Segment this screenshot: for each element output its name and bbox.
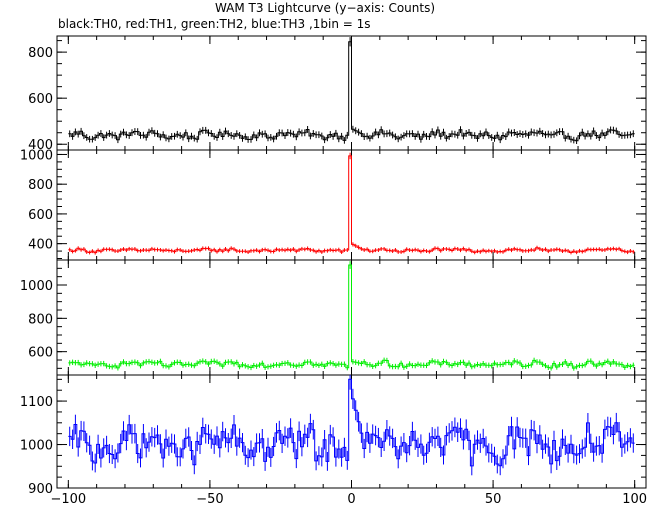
panel-0: 400 600 800: [28, 35, 647, 153]
x-tick-label: −100: [50, 492, 86, 505]
y-tick-label: 800: [28, 178, 53, 193]
y-tick-label: 400: [28, 138, 53, 153]
lightcurve-series: [68, 41, 635, 142]
y-tick-label: 800: [28, 312, 53, 327]
x-tick-label: −50: [196, 492, 223, 505]
panel-2: 600 800 1000: [20, 259, 647, 376]
y-tick-label: 600: [28, 208, 53, 223]
x-tick-label: 50: [485, 492, 502, 505]
panel-1: 400 600 800 1000: [20, 148, 647, 261]
x-tick-label: 0: [347, 492, 355, 505]
lightcurve-series: [68, 378, 635, 467]
lightcurve-series: [68, 155, 635, 254]
y-tick-label: 400: [28, 238, 53, 253]
y-tick-label: 1000: [20, 279, 53, 294]
y-tick-label: 600: [28, 346, 53, 361]
y-tick-label: 1100: [20, 395, 53, 410]
x-tick-label: 100: [622, 492, 647, 505]
lightcurve-series: [68, 264, 635, 369]
legend-caption: black:TH0, red:TH1, green:TH2, blue:TH3 …: [58, 17, 371, 31]
y-tick-label: 800: [28, 46, 53, 61]
y-tick-label: 600: [28, 92, 53, 107]
y-tick-label: 1000: [20, 439, 53, 454]
page-title: WAM T3 Lightcurve (y−axis: Counts): [214, 1, 436, 15]
y-tick-label: 900: [28, 482, 53, 497]
panel-3: 900 1000 1100 −100 −50 0 50 100: [20, 374, 647, 505]
y-tick-label: 1000: [20, 148, 53, 163]
